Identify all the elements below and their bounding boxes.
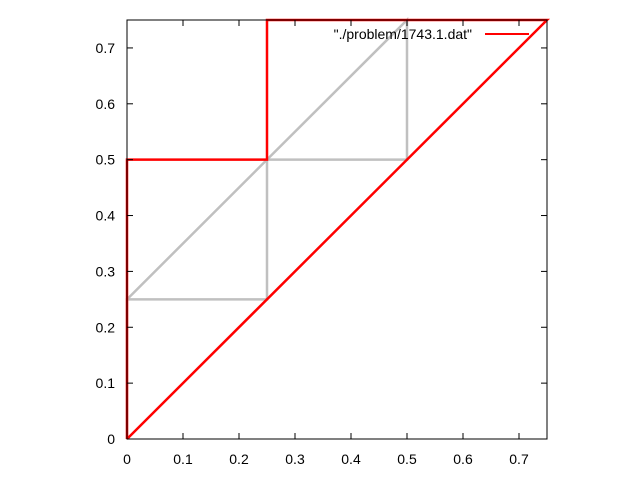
x-tick-label: 0.7 (509, 451, 529, 467)
y-tick-label: 0.2 (96, 319, 116, 335)
x-tick-label: 0.6 (453, 451, 473, 467)
y-tick-label: 0.4 (96, 208, 116, 224)
legend-label: "./problem/1743.1.dat" (334, 26, 472, 42)
y-axis: 0 0.1 0.2 0.3 0.4 0.5 0.6 0.7 (96, 40, 547, 447)
series-line-red (125, 18, 551, 440)
x-tick-label: 0.3 (285, 451, 305, 467)
y-tick-label: 0.7 (96, 40, 116, 56)
x-tick-label: 0 (123, 451, 131, 467)
plot-frame (126, 19, 548, 440)
series-line-grey (125, 16, 409, 439)
x-tick-label: 0.4 (341, 451, 361, 467)
y-tick-label: 0 (107, 431, 115, 447)
series-layer (125, 16, 551, 440)
x-tick-label: 0.5 (397, 451, 417, 467)
y-tick-label: 0.5 (96, 152, 116, 168)
x-tick-label: 0.1 (173, 451, 193, 467)
y-tick-label: 0.1 (96, 375, 116, 391)
legend: "./problem/1743.1.dat" (334, 26, 529, 42)
y-tick-label: 0.6 (96, 96, 116, 112)
x-tick-label: 0.2 (229, 451, 249, 467)
y-tick-label: 0.3 (96, 263, 116, 279)
x-axis: 0 0.1 0.2 0.3 0.4 0.5 0.6 0.7 (123, 20, 529, 467)
